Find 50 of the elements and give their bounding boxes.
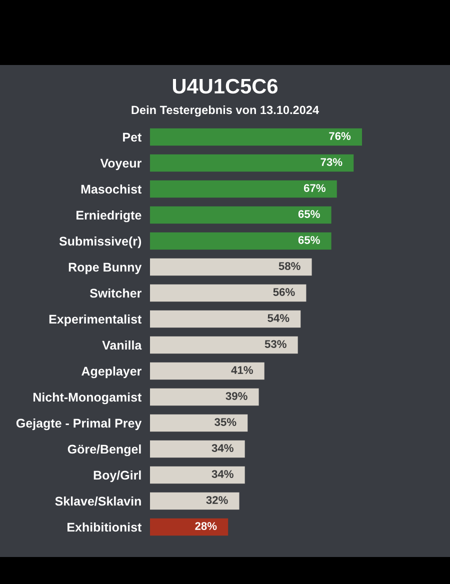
y-tick-label: Exhibitionist (68, 522, 142, 532)
y-tick-label: Rope Bunny (68, 262, 142, 274)
y-tick-label: Submissive(r) (59, 236, 142, 248)
y-tick-label: Sklave/Sklavin (55, 496, 141, 506)
data-label: 39% (226, 392, 248, 400)
bar (150, 362, 264, 380)
y-tick-label: Vanilla (102, 340, 142, 350)
bar (150, 128, 362, 146)
bar (150, 336, 298, 354)
y-tick-label: Pet (123, 132, 142, 142)
y-tick-label: Switcher (90, 288, 142, 298)
data-label: 34% (212, 444, 234, 452)
bar (150, 258, 312, 276)
data-label: 67% (304, 184, 326, 192)
data-label: 65% (298, 210, 320, 218)
data-label: 56% (273, 288, 295, 296)
y-tick-label: Göre/Bengel (68, 444, 141, 456)
y-tick-label: Ageplayer (82, 366, 142, 378)
data-label: 34% (212, 470, 234, 478)
y-tick-label: Nicht-Monogamist (33, 392, 142, 404)
data-label: 76% (329, 132, 351, 140)
bar (150, 492, 240, 510)
bar (150, 310, 301, 328)
y-tick-label: Masochist (81, 184, 142, 194)
bar (150, 414, 248, 432)
bar (150, 206, 332, 224)
y-tick-label: Erniedrigte (76, 210, 142, 222)
bar (150, 388, 259, 406)
data-label: 54% (268, 314, 290, 322)
data-label: 41% (231, 366, 253, 374)
bar (150, 232, 332, 250)
data-label: 35% (214, 418, 236, 426)
data-label: 65% (298, 236, 320, 244)
data-label: 53% (264, 340, 286, 348)
chart-title: U4U1C5C6 (172, 78, 278, 94)
y-tick-label: Voyeur (100, 158, 142, 170)
data-label: 28% (195, 522, 217, 530)
y-tick-label: Gejagte - Primal Prey (16, 418, 142, 430)
bar (150, 466, 245, 484)
chart-subtitle: Dein Testergebnis von 13.10.2024 (132, 105, 319, 117)
y-tick-label: Experimentalist (49, 314, 142, 326)
data-label: 58% (278, 262, 300, 270)
bar (150, 180, 337, 198)
data-label: 32% (206, 496, 228, 504)
bar (150, 440, 245, 458)
bar (150, 284, 306, 302)
bar (150, 154, 354, 172)
y-tick-label: Boy/Girl (94, 470, 141, 482)
bar (150, 518, 228, 536)
data-label: 73% (320, 158, 342, 166)
